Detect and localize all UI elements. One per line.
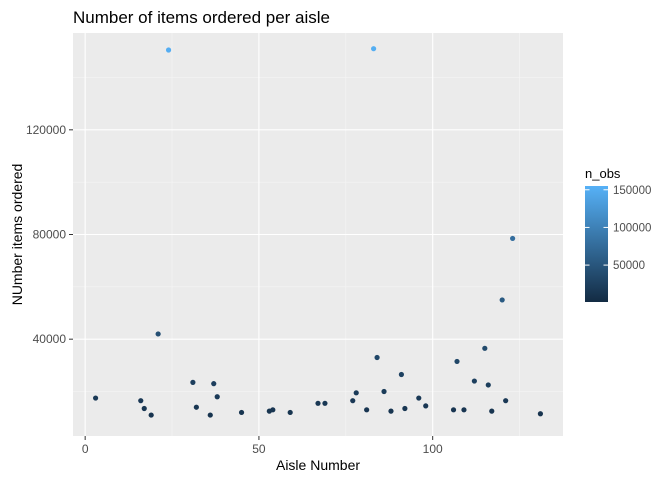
data-point bbox=[350, 398, 356, 404]
data-point bbox=[461, 407, 467, 413]
data-point bbox=[537, 411, 544, 417]
data-point bbox=[138, 398, 144, 404]
data-point bbox=[398, 371, 405, 378]
data-point bbox=[270, 407, 276, 413]
x-axis-ticks: 0 50 100 bbox=[82, 436, 443, 456]
data-point bbox=[287, 409, 293, 416]
legend-colorbar bbox=[585, 186, 608, 302]
y-tick-label: 40000 bbox=[33, 332, 67, 346]
data-point bbox=[92, 395, 99, 401]
data-point bbox=[388, 408, 394, 414]
data-point bbox=[450, 407, 457, 413]
data-point bbox=[148, 412, 154, 418]
data-point bbox=[190, 379, 196, 385]
data-point bbox=[471, 378, 477, 384]
x-axis-title: Aisle Number bbox=[276, 457, 360, 473]
data-point bbox=[315, 400, 321, 406]
y-axis-ticks: 40000 80000 120000 bbox=[26, 123, 73, 346]
data-point bbox=[485, 382, 491, 388]
data-point bbox=[211, 381, 217, 387]
legend-title: n_obs bbox=[585, 166, 621, 181]
color-legend: n_obs 50000 100000 150000 bbox=[585, 166, 651, 302]
y-tick-label: 80000 bbox=[33, 228, 67, 242]
data-point bbox=[489, 408, 495, 414]
data-point bbox=[364, 407, 370, 413]
legend-label: 150000 bbox=[613, 185, 651, 197]
data-point bbox=[510, 235, 516, 242]
data-point bbox=[454, 358, 460, 365]
data-point bbox=[423, 403, 429, 409]
y-tick-label: 120000 bbox=[26, 123, 66, 137]
data-point bbox=[141, 405, 147, 412]
data-point bbox=[193, 404, 199, 410]
data-point bbox=[374, 354, 380, 361]
data-point bbox=[371, 46, 377, 52]
data-point bbox=[155, 331, 161, 337]
x-tick-label: 50 bbox=[252, 442, 266, 456]
data-point bbox=[381, 388, 387, 395]
data-point bbox=[499, 297, 505, 303]
legend-label: 100000 bbox=[613, 222, 651, 234]
data-point bbox=[353, 390, 359, 396]
major-gridlines bbox=[73, 33, 563, 436]
legend-ticks: 50000 100000 150000 bbox=[585, 185, 651, 272]
data-point bbox=[165, 47, 172, 53]
y-axis-title: NUmber items ordered bbox=[9, 164, 25, 306]
chart-title: Number of items ordered per aisle bbox=[73, 8, 330, 27]
data-point bbox=[207, 412, 213, 418]
x-tick-label: 0 bbox=[82, 442, 89, 456]
data-points bbox=[92, 46, 544, 418]
data-point bbox=[322, 400, 328, 406]
x-tick-label: 100 bbox=[423, 442, 443, 456]
data-point bbox=[238, 409, 245, 416]
data-point bbox=[402, 405, 408, 412]
data-point bbox=[482, 345, 488, 351]
data-point bbox=[214, 394, 220, 400]
data-point bbox=[503, 398, 509, 404]
data-point bbox=[416, 395, 422, 401]
legend-label: 50000 bbox=[613, 260, 645, 272]
